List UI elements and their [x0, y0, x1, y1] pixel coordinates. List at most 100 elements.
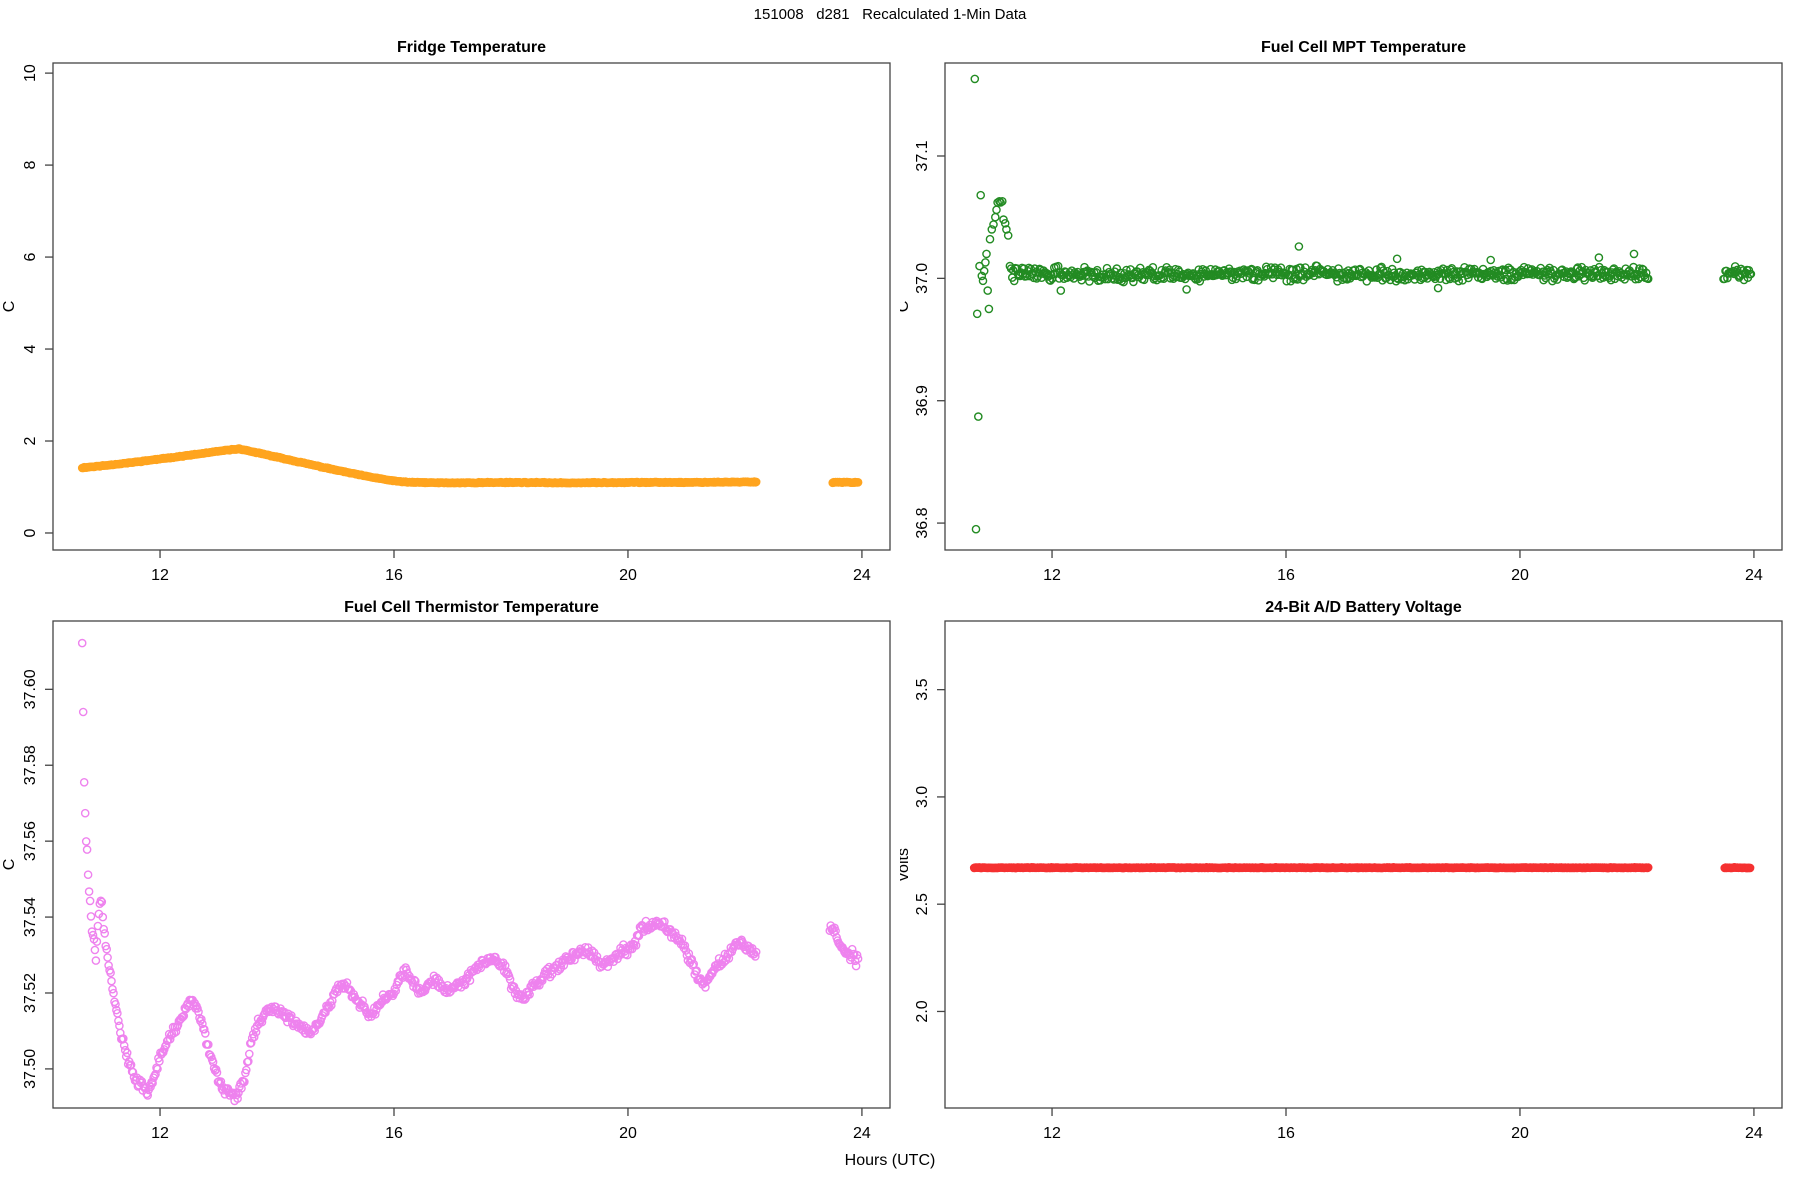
data-point: [86, 912, 96, 921]
data-point: [198, 1019, 207, 1029]
data-points: [77, 638, 863, 1106]
data-point: [233, 1094, 242, 1103]
data-point: [976, 190, 985, 200]
data-point: [977, 271, 987, 281]
data-point: [1119, 277, 1128, 287]
data-point: [1182, 285, 1191, 294]
data-point: [1006, 264, 1016, 273]
data-point: [1745, 863, 1755, 873]
data-point: [751, 952, 760, 961]
x-tick-label: 24: [1745, 567, 1763, 584]
x-tick-label: 24: [1745, 1125, 1763, 1142]
y-tick-label: 4: [22, 344, 39, 353]
y-axis-label: C: [1, 859, 18, 871]
data-point: [97, 897, 107, 907]
data-point: [751, 477, 761, 487]
data-point: [197, 1014, 206, 1024]
data-point: [987, 225, 997, 234]
data-point: [79, 777, 89, 787]
y-axis-label: C: [1, 301, 18, 313]
data-point: [984, 304, 994, 314]
data-point: [370, 1009, 380, 1019]
data-point: [85, 896, 95, 906]
x-tick-label: 24: [853, 567, 871, 584]
data-point: [983, 286, 992, 295]
data-point: [1539, 275, 1548, 285]
data-point: [978, 276, 988, 286]
data-point: [566, 956, 575, 965]
panel-fuel-cell-thermistor-temperature: Fuel Cell Thermistor Temperature C 12 16 20 2…: [1, 599, 891, 1142]
x-tick-label: 12: [1043, 567, 1061, 584]
data-point: [970, 74, 980, 84]
data-point: [979, 266, 989, 276]
y-tick-label: 2.5: [914, 893, 931, 915]
y-tick-label: 37.58: [22, 745, 39, 785]
x-tick-label: 12: [151, 1125, 169, 1142]
chart-title: 24-Bit A/D Battery Voltage: [1265, 599, 1462, 616]
axes: [45, 62, 891, 558]
y-tick-label: 37.54: [22, 897, 39, 937]
data-point: [107, 976, 116, 986]
axes: [937, 62, 1783, 558]
data-point: [212, 1068, 222, 1077]
x-tick-label: 20: [619, 1125, 637, 1142]
data-point: [240, 1077, 249, 1087]
data-point: [1635, 264, 1644, 273]
data-point: [992, 205, 1001, 215]
data-point: [1077, 275, 1086, 285]
y-tick-label: 37.0: [914, 263, 931, 294]
data-points: [969, 862, 1755, 873]
data-point: [307, 1025, 317, 1035]
data-point: [119, 1041, 129, 1050]
data-point: [114, 1016, 123, 1026]
data-point: [111, 999, 120, 1009]
data-point: [680, 941, 690, 950]
data-point: [199, 1024, 209, 1034]
y-tick-label: 37.50: [22, 1049, 39, 1089]
data-point: [108, 984, 117, 994]
panel-battery-voltage: 24-Bit A/D Battery Voltage volts 12 16 20 24 2…: [900, 599, 1783, 1142]
data-point: [1082, 267, 1091, 276]
data-point: [525, 990, 534, 999]
x-tick-label: 16: [1277, 567, 1295, 584]
data-point: [1629, 262, 1638, 272]
data-point: [286, 1011, 296, 1020]
data-point: [82, 845, 92, 854]
data-point: [143, 1091, 152, 1100]
data-point: [92, 937, 102, 946]
y-tick-label: 37.1: [914, 140, 931, 171]
x-tick-label: 16: [385, 567, 403, 584]
data-point: [971, 524, 981, 534]
data-point: [109, 988, 118, 998]
x-tick-label: 20: [619, 567, 637, 584]
data-point: [102, 944, 111, 954]
data-point: [1643, 274, 1653, 284]
data-point: [96, 896, 106, 906]
data-point: [232, 1090, 241, 1100]
data-point: [1454, 276, 1464, 286]
data-point: [410, 975, 419, 985]
data-point: [993, 198, 1002, 207]
data-point: [203, 1040, 213, 1049]
y-tick-label: 37.52: [22, 973, 39, 1013]
y-tick-label: 6: [22, 253, 39, 262]
y-tick-label: 8: [22, 161, 39, 170]
data-point: [118, 1035, 127, 1044]
data-point: [751, 947, 761, 957]
y-tick-label: 2: [22, 436, 39, 445]
data-point: [670, 928, 680, 938]
data-points: [77, 444, 863, 488]
axes: [45, 620, 891, 1116]
data-point: [194, 1007, 203, 1017]
data-point: [853, 954, 863, 964]
x-tick-label: 16: [1277, 1125, 1295, 1142]
data-point: [1338, 275, 1347, 284]
chart-title: Fuel Cell MPT Temperature: [1261, 39, 1466, 56]
x-axis-label: Hours (UTC): [844, 1152, 936, 1169]
data-point: [465, 976, 475, 985]
data-point: [660, 917, 669, 926]
y-tick-label: 36.8: [914, 507, 931, 538]
data-point: [998, 196, 1007, 206]
data-point: [208, 1057, 218, 1067]
